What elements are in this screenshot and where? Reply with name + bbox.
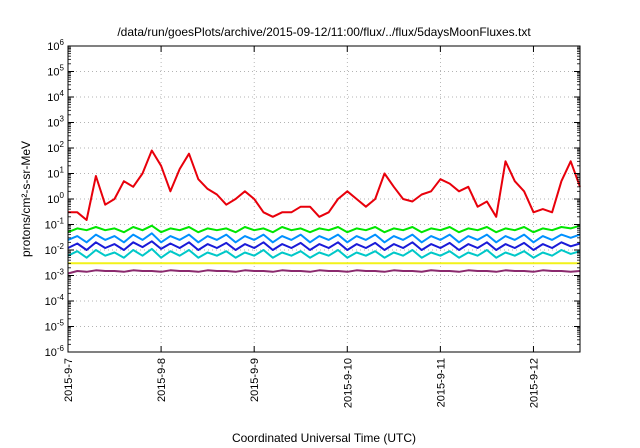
- x-axis-ticks: 2015-9-7 2015-9-8 2015-9-9 2015-9-10 2015-9-…: [63, 46, 540, 408]
- y-tick-label: 10-3: [45, 268, 65, 283]
- chart-title: /data/run/goesPlots/archive/2015-09-12/1…: [117, 25, 531, 39]
- x-tick-label: 2015-9-8: [156, 358, 168, 402]
- x-tick-label: 2015-9-11: [435, 358, 447, 407]
- series-line: [67, 224, 581, 234]
- grid-lines: [68, 46, 580, 352]
- x-tick-label: 2015-9-12: [528, 358, 540, 408]
- y-tick-label: 102: [47, 140, 64, 155]
- y-tick-label: 106: [47, 38, 64, 53]
- series-line: [67, 269, 581, 275]
- x-axis-label: Coordinated Universal Time (UTC): [232, 431, 416, 445]
- y-tick-label: 100: [47, 191, 64, 206]
- y-tick-label: 10-2: [45, 242, 65, 257]
- y-tick-label: 103: [47, 115, 64, 130]
- y-tick-label: 10-4: [45, 293, 65, 308]
- series-line: [67, 232, 581, 244]
- y-axis-ticks: 10-6 10-5 10-4 10-3 10-2 10-1 100 101 102 103 104 1…: [45, 38, 580, 359]
- y-tick-label: 105: [47, 64, 64, 79]
- x-tick-label: 2015-9-10: [342, 358, 354, 408]
- y-tick-label: 101: [47, 166, 64, 181]
- y-tick-label: 10-5: [45, 319, 65, 334]
- y-tick-label: 104: [47, 89, 64, 104]
- series-line: [67, 240, 581, 251]
- series-line: [68, 149, 581, 221]
- x-tick-label: 2015-9-7: [63, 358, 75, 402]
- y-tick-label: 10-6: [45, 344, 65, 359]
- x-tick-label: 2015-9-9: [249, 358, 261, 402]
- series-line: [67, 247, 581, 259]
- series-group: [67, 149, 581, 275]
- y-tick-label: 10-1: [45, 217, 65, 232]
- y-axis-label: protons/cm²-s-sr-MeV: [19, 141, 33, 257]
